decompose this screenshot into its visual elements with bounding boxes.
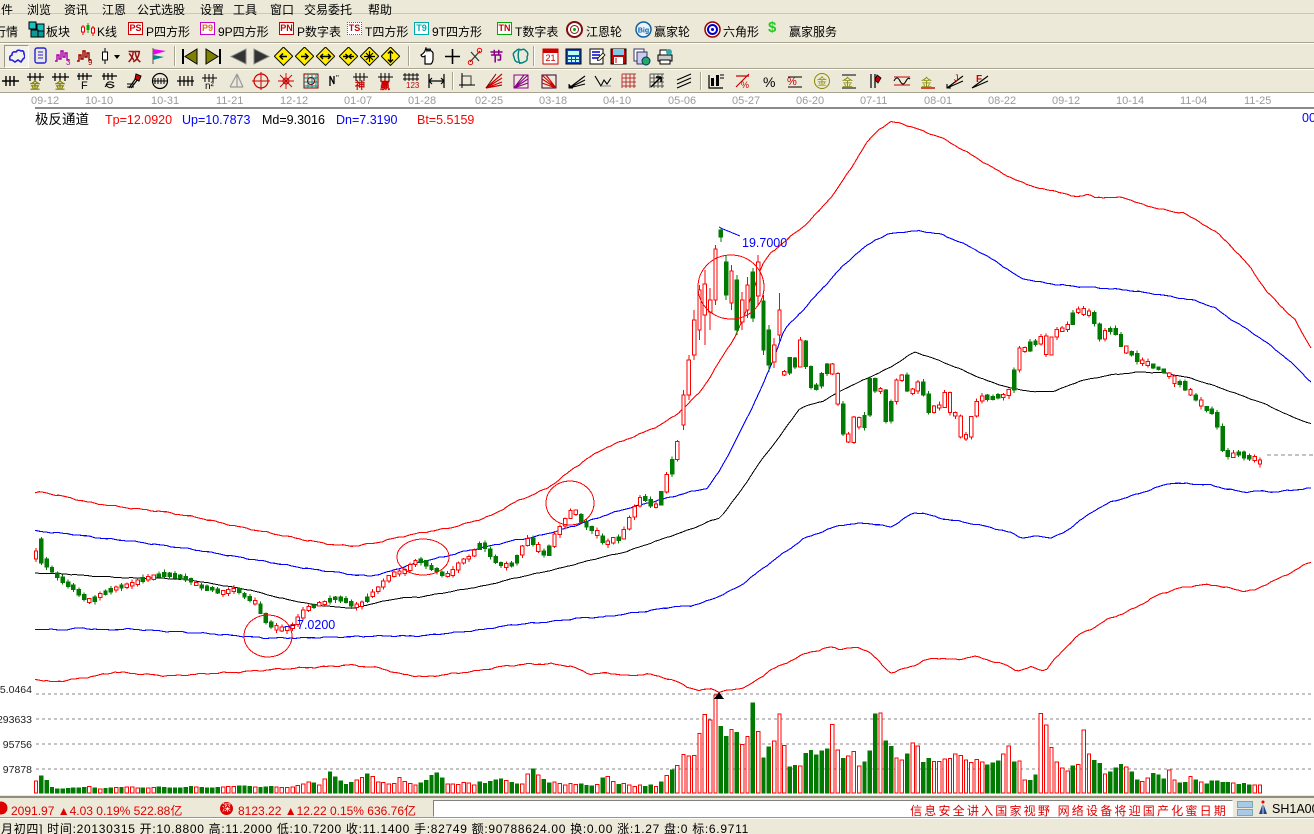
svg-text:神: 神: [355, 79, 365, 91]
svg-text:节: 节: [490, 49, 503, 64]
svg-text:Bt=5.5159: Bt=5.5159: [417, 113, 474, 127]
svg-text:赢: 赢: [380, 79, 390, 91]
svg-text:金: 金: [29, 79, 41, 91]
svg-text:123: 123: [406, 81, 420, 90]
svg-text:7.0200: 7.0200: [297, 618, 335, 632]
svg-text:%: %: [787, 76, 797, 88]
svg-text:Up=10.7873: Up=10.7873: [182, 113, 251, 127]
svg-text:双: 双: [128, 49, 141, 64]
svg-text:%: %: [763, 74, 775, 90]
svg-text:Big: Big: [638, 28, 649, 35]
svg-text:金: 金: [54, 79, 66, 91]
svg-text:极反通道: 极反通道: [35, 112, 89, 127]
svg-text:金: 金: [817, 75, 827, 88]
svg-text:F: F: [81, 80, 88, 91]
svg-text:F: F: [976, 74, 982, 85]
svg-text:293633: 293633: [0, 714, 32, 726]
svg-text:Dn=7.3190: Dn=7.3190: [336, 113, 398, 127]
svg-text:%: %: [741, 80, 749, 90]
svg-text:97878: 97878: [3, 764, 32, 776]
svg-text:5.0464: 5.0464: [0, 684, 32, 696]
svg-text:": ": [336, 74, 339, 83]
svg-text:9: 9: [88, 58, 93, 66]
svg-text:21: 21: [545, 53, 555, 63]
svg-text:金: 金: [842, 75, 853, 89]
svg-text:Tp=12.0920: Tp=12.0920: [105, 113, 172, 127]
svg-text:J: J: [954, 73, 959, 83]
svg-text:Md=9.3016: Md=9.3016: [262, 113, 325, 127]
svg-text:n²: n²: [205, 81, 215, 91]
svg-text:95756: 95756: [3, 739, 32, 751]
svg-text:3: 3: [66, 58, 71, 66]
svg-text:19.7000: 19.7000: [742, 236, 787, 250]
svg-text:00: 00: [1302, 111, 1314, 125]
svg-text:金: 金: [921, 75, 932, 89]
